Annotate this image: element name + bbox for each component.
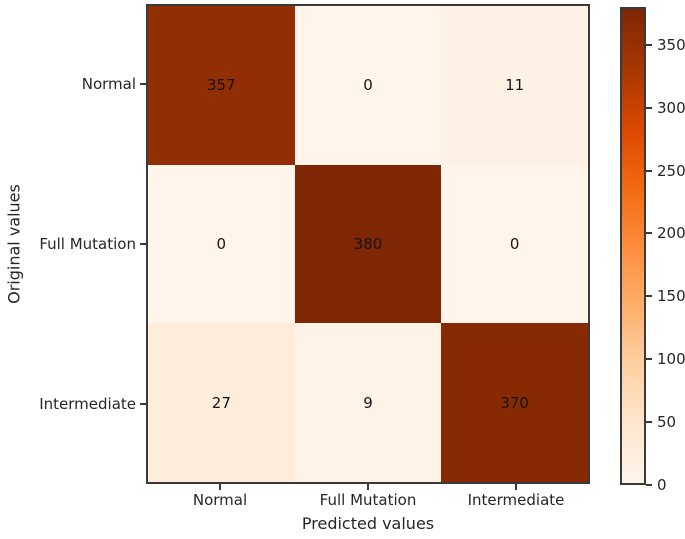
x-axis-label: Predicted values bbox=[301, 514, 435, 533]
x-tick-mark bbox=[219, 484, 221, 490]
colorbar-tick-label: 0 bbox=[657, 476, 667, 494]
heatmap-cell-r2c2: 370 bbox=[441, 323, 588, 482]
cell-value: 9 bbox=[363, 393, 373, 412]
cell-value: 380 bbox=[353, 234, 383, 253]
x-tick-label-full-mutation: Full Mutation bbox=[319, 491, 417, 509]
heatmap-cell-r0c1: 0 bbox=[294, 6, 442, 165]
colorbar-tick-label: 50 bbox=[657, 413, 677, 432]
heatmap-cell-r1c0: 0 bbox=[148, 164, 295, 324]
colorbar-tick-mark bbox=[646, 421, 652, 424]
colorbar-tick-mark bbox=[646, 106, 652, 109]
x-tick-mark bbox=[367, 484, 369, 490]
cell-value: 357 bbox=[207, 76, 236, 95]
colorbar-tick-mark bbox=[646, 295, 652, 298]
x-tick-label-normal: Normal bbox=[192, 491, 248, 509]
heatmap-cell-r0c0: 357 bbox=[148, 6, 295, 165]
cell-value: 370 bbox=[500, 393, 529, 412]
y-tick-mark bbox=[140, 243, 146, 245]
colorbar-tick-mark bbox=[646, 169, 652, 172]
colorbar-tick-label: 200 bbox=[657, 224, 685, 243]
y-tick-label-normal: Normal bbox=[81, 75, 136, 93]
colorbar-tick-mark bbox=[646, 43, 652, 46]
cell-value: 11 bbox=[505, 76, 525, 95]
y-tick-mark bbox=[140, 83, 146, 85]
colorbar-tick-mark bbox=[646, 232, 652, 235]
heatmap-cell-r1c2: 0 bbox=[441, 164, 588, 324]
heatmap-plot: 357 0 11 0 380 0 27 9 370 bbox=[146, 4, 590, 484]
cell-value: 0 bbox=[363, 76, 373, 95]
heatmap-cell-r2c1: 9 bbox=[294, 323, 442, 482]
colorbar bbox=[620, 7, 646, 485]
colorbar-tick-label: 250 bbox=[657, 161, 685, 180]
x-tick-mark bbox=[515, 484, 517, 490]
y-tick-mark bbox=[140, 403, 146, 405]
colorbar-tick-label: 300 bbox=[657, 98, 685, 117]
heatmap-cell-r0c2: 11 bbox=[441, 6, 588, 165]
heatmap-cell-r2c0: 27 bbox=[148, 323, 295, 482]
colorbar-tick-label: 150 bbox=[657, 287, 685, 306]
y-tick-label-full-mutation: Full Mutation bbox=[39, 235, 136, 253]
colorbar-tick-label: 100 bbox=[657, 350, 685, 369]
y-tick-label-intermediate: Intermediate bbox=[39, 395, 136, 413]
x-tick-label-intermediate: Intermediate bbox=[467, 491, 565, 509]
cell-value: 27 bbox=[211, 393, 231, 412]
colorbar-tick-mark bbox=[646, 358, 652, 361]
cell-value: 0 bbox=[216, 234, 227, 253]
heatmap-cell-r1c1: 380 bbox=[294, 164, 442, 324]
cell-value: 0 bbox=[509, 234, 520, 253]
colorbar-tick-mark bbox=[646, 484, 652, 486]
colorbar-tick-label: 350 bbox=[657, 35, 685, 54]
